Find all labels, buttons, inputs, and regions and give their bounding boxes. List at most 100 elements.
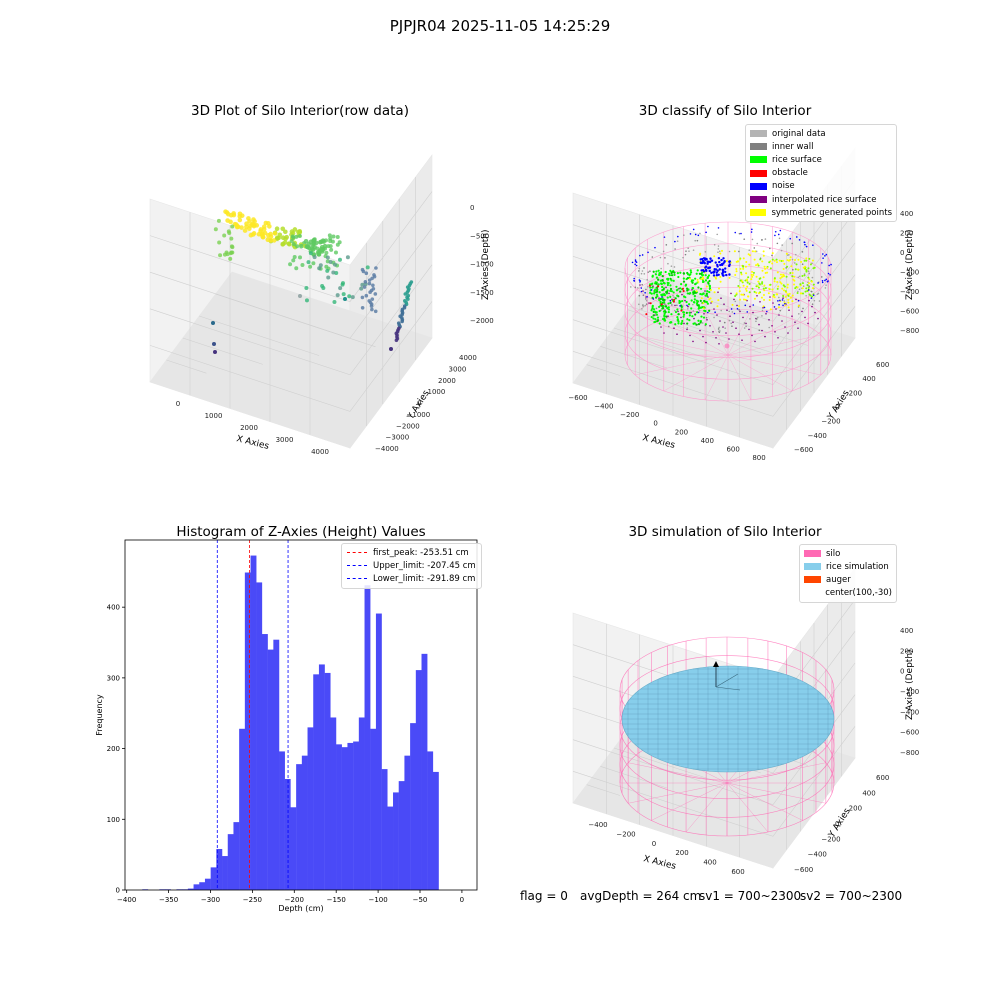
- noise-point: [639, 281, 641, 283]
- noise-point: [692, 228, 695, 231]
- symmetric-point: [713, 291, 716, 294]
- rice-point: [686, 289, 689, 292]
- wall-point: [803, 273, 806, 275]
- data-point: [312, 255, 317, 260]
- rice-point: [811, 287, 814, 290]
- rice-point: [669, 284, 672, 287]
- rice-point: [773, 296, 776, 299]
- wall-point: [686, 308, 689, 310]
- rice-point: [685, 311, 688, 314]
- symmetric-point: [786, 283, 789, 286]
- rice-point: [674, 297, 677, 300]
- noise-point: [699, 261, 703, 265]
- noise-point: [677, 235, 679, 238]
- data-point: [300, 263, 305, 268]
- x-tick-label: −600: [568, 394, 587, 402]
- wall-point: [756, 316, 759, 319]
- grid-line: [600, 346, 668, 369]
- histogram-bar: [336, 744, 342, 890]
- interpolated-point: [686, 328, 688, 331]
- rice-point: [808, 257, 811, 260]
- data-point: [394, 338, 399, 343]
- data-point: [326, 275, 331, 280]
- noise-point: [821, 253, 824, 255]
- noise-point: [795, 236, 798, 238]
- wall-point: [713, 244, 716, 246]
- histogram-bar: [187, 888, 194, 890]
- noise-point: [634, 259, 637, 261]
- interpolated-point: [717, 291, 719, 294]
- interpolated-point: [665, 286, 667, 289]
- rice-point: [786, 293, 789, 296]
- rice-point: [800, 260, 803, 263]
- data-point: [216, 218, 221, 223]
- symmetric-point: [733, 250, 736, 253]
- wall-point: [638, 294, 641, 297]
- noise-point: [714, 311, 716, 314]
- histogram-bar: [216, 848, 223, 890]
- y-tick-label: 3000: [449, 365, 467, 373]
- rice-point: [655, 293, 659, 296]
- data-point: [328, 238, 333, 243]
- panel3-bars: [142, 555, 439, 890]
- interpolated-point: [729, 315, 731, 318]
- data-point: [318, 263, 323, 268]
- rice-point: [682, 313, 686, 316]
- y-tick-label: −400: [808, 432, 827, 440]
- wall-point: [638, 303, 640, 306]
- rice-point: [661, 294, 664, 297]
- data-point: [328, 259, 333, 264]
- data-point: [328, 244, 333, 249]
- histogram-bar: [410, 723, 417, 890]
- data-point: [341, 292, 346, 297]
- rice-point: [740, 273, 743, 276]
- rice-point: [704, 279, 708, 282]
- rice-point: [665, 290, 669, 294]
- rice-point: [686, 287, 689, 290]
- rice-point: [808, 293, 811, 296]
- data-point: [332, 300, 337, 305]
- rice-point: [653, 310, 657, 313]
- rice-point: [682, 295, 686, 298]
- rice-point: [704, 294, 707, 297]
- noise-point: [706, 262, 709, 265]
- data-point: [320, 247, 325, 252]
- wall-point: [781, 244, 784, 246]
- rice-point: [680, 321, 683, 325]
- rice-point: [789, 272, 792, 275]
- histogram-bar: [239, 728, 246, 890]
- symmetric-point: [699, 252, 702, 255]
- rice-point: [742, 264, 745, 267]
- y-tick-label: 600: [876, 361, 889, 369]
- wall-point: [723, 321, 726, 324]
- wall-point: [645, 288, 647, 291]
- rice-point: [811, 295, 814, 298]
- rice-point: [744, 279, 747, 282]
- x-tick-label: −150: [327, 896, 346, 904]
- rice-point: [806, 283, 809, 286]
- wall-point: [779, 309, 781, 312]
- noise-point: [805, 245, 808, 248]
- noise-point: [669, 299, 672, 302]
- symmetric-point: [757, 280, 760, 283]
- wall-point: [687, 247, 690, 250]
- noise-point: [821, 279, 824, 282]
- z-tick-label: −600: [900, 308, 919, 316]
- rice-point: [757, 292, 760, 295]
- legend-label: auger: [826, 574, 851, 585]
- symmetric-point: [769, 308, 772, 311]
- rice-point: [674, 310, 678, 314]
- interpolated-point: [710, 302, 712, 304]
- rice-point: [753, 258, 756, 261]
- wall-point: [667, 262, 669, 265]
- rice-point: [690, 307, 693, 310]
- noise-point: [654, 246, 656, 249]
- legend-entry: rice surface: [750, 153, 892, 166]
- rice-point: [688, 319, 691, 322]
- rice-point: [696, 300, 700, 303]
- noise-point: [789, 237, 792, 240]
- y-tick-label: 600: [876, 774, 889, 782]
- noise-point: [777, 233, 780, 236]
- noise-point: [720, 258, 723, 262]
- wall-point: [731, 311, 734, 313]
